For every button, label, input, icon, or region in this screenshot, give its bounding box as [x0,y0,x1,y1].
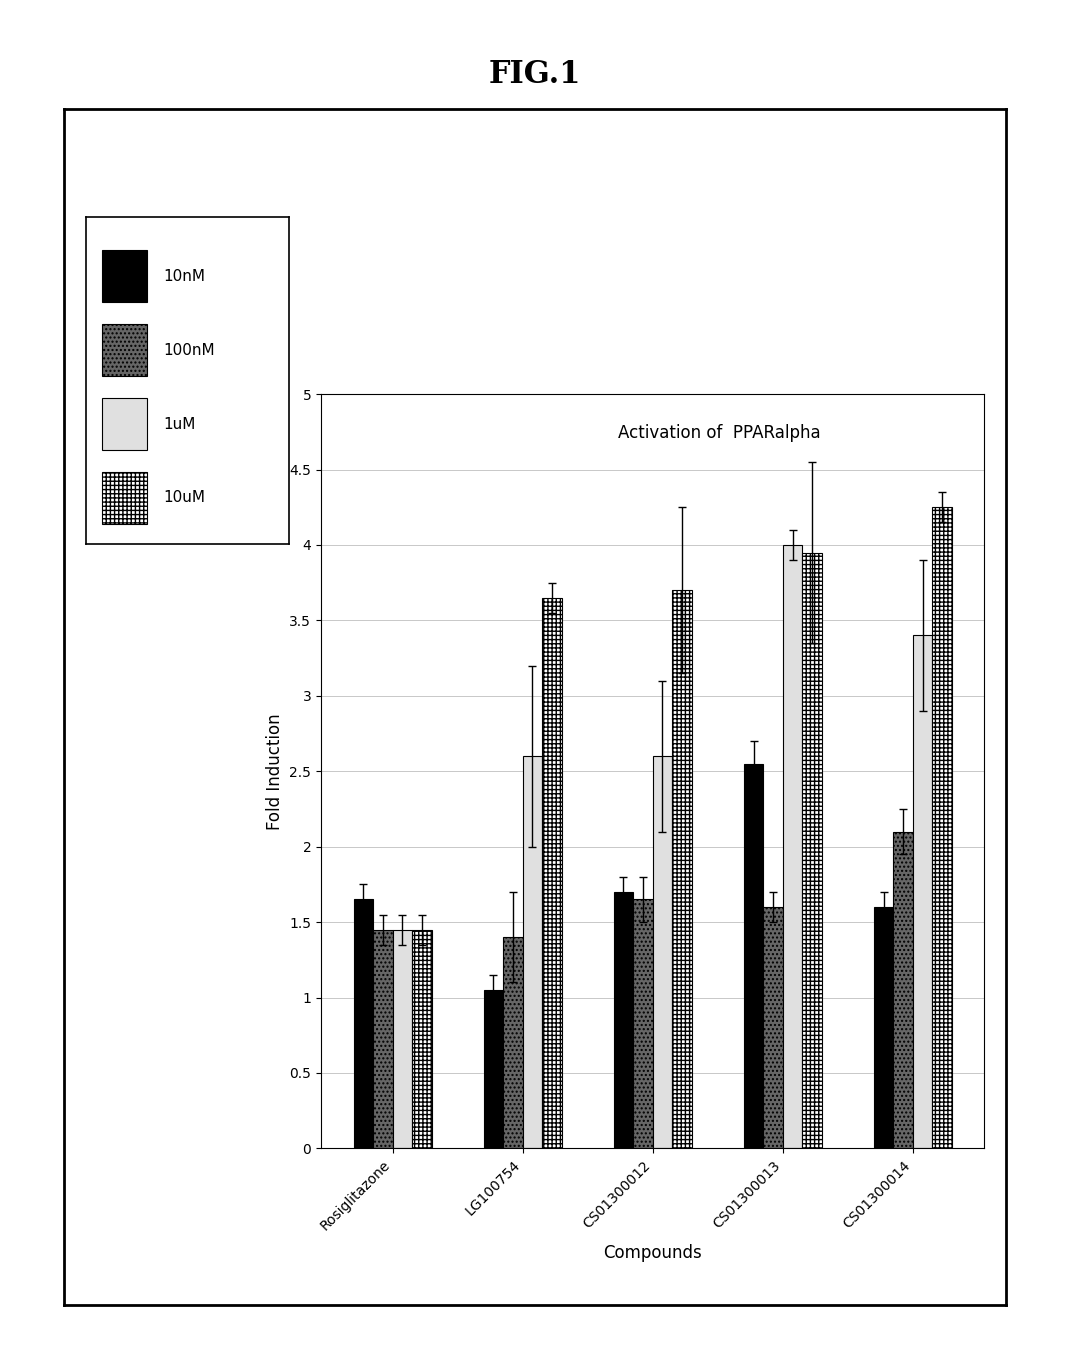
Y-axis label: Fold Induction: Fold Induction [265,713,284,829]
Bar [484,989,503,1148]
Bar [393,930,412,1148]
Bar [102,323,147,376]
Text: Activation of  PPARalpha: Activation of PPARalpha [617,424,821,442]
Text: 1uM: 1uM [163,416,195,432]
Bar [932,507,952,1148]
Bar [763,906,783,1148]
Bar [503,938,522,1148]
Text: 10uM: 10uM [163,491,204,506]
Bar [783,545,802,1148]
Bar [522,756,542,1148]
X-axis label: Compounds: Compounds [603,1245,702,1263]
Text: FIG.1: FIG.1 [489,60,581,90]
Bar [653,756,672,1148]
Bar [373,930,393,1148]
Bar [102,472,147,525]
Bar [102,250,147,302]
Bar [913,636,932,1148]
Bar [353,900,373,1148]
Text: 100nM: 100nM [163,342,214,357]
Bar [633,900,653,1148]
Bar [102,398,147,450]
Bar [672,590,691,1148]
Bar [893,832,913,1148]
Bar [412,930,431,1148]
Bar [744,764,763,1148]
Text: 10nM: 10nM [163,269,204,284]
Bar [614,892,633,1148]
Bar [542,598,562,1148]
Bar [802,553,822,1148]
Bar [874,906,893,1148]
